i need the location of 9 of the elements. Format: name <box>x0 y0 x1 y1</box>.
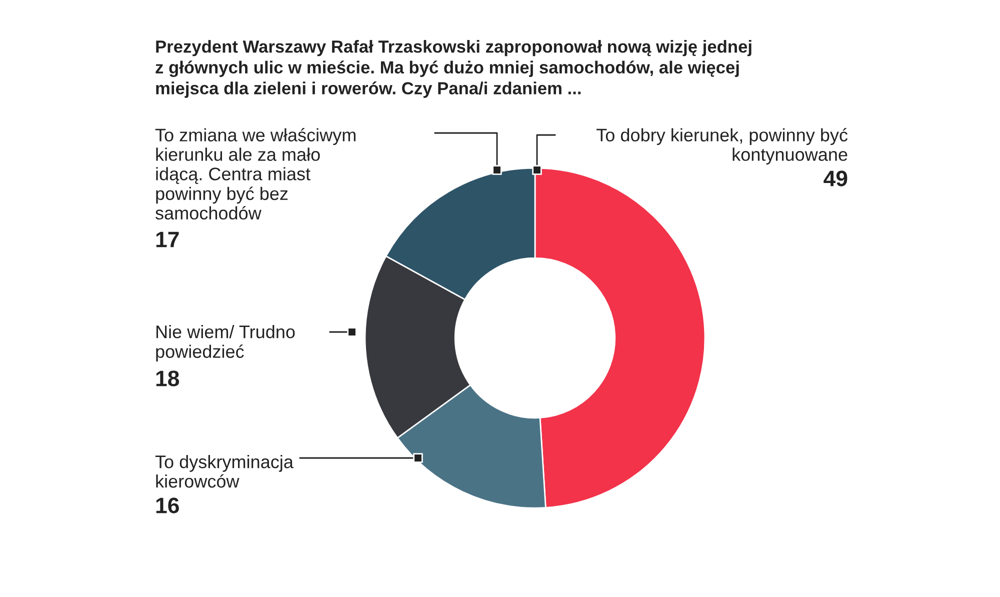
data-label: 17 <box>156 232 179 248</box>
data-label: 18 <box>156 370 180 386</box>
chart-title: Prezydent Warszawy Rafał Trzaskowski zaproponował nową wizję jednej z głównych ulic w mieście. Ma być dużo mniej samochodów, ale więcej miejsca dla zieleni i rowerów. Czy Pana/i zdaniem ... <box>156 40 752 98</box>
data-label: 49 <box>824 170 848 186</box>
slice-label: To zmiana we właściwym kierunku ale za mało idącą. Centra miast powinny być bez samochodów <box>155 128 356 220</box>
slice-label: Nie wiem/ Trudno powiedzieć <box>156 325 295 362</box>
data-label: 16 <box>156 498 179 514</box>
slice-label: To dobry kierunek, powinny być kontynuowane <box>596 128 848 164</box>
slice-label: To dyskryminacja kierowców <box>155 455 294 488</box>
